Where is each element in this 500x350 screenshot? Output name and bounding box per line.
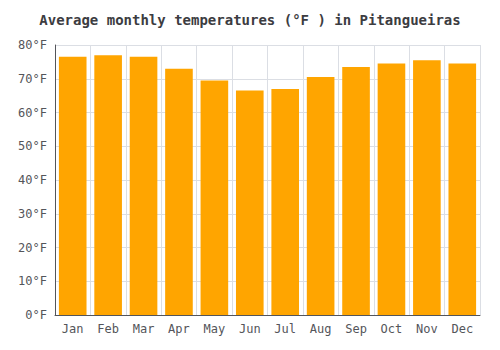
svg-text:60°F: 60°F: [18, 106, 47, 120]
svg-text:40°F: 40°F: [18, 173, 47, 187]
svg-text:70°F: 70°F: [18, 72, 47, 86]
svg-text:20°F: 20°F: [18, 241, 47, 255]
svg-text:Average monthly temperatures (: Average monthly temperatures (°F ) in Pi…: [39, 12, 460, 28]
svg-text:Sep: Sep: [345, 322, 367, 336]
svg-text:Nov: Nov: [416, 322, 438, 336]
svg-text:Apr: Apr: [168, 322, 190, 336]
svg-text:Dec: Dec: [451, 322, 473, 336]
svg-text:Feb: Feb: [97, 322, 119, 336]
svg-text:Oct: Oct: [381, 322, 403, 336]
svg-text:Mar: Mar: [133, 322, 155, 336]
svg-text:50°F: 50°F: [18, 139, 47, 153]
svg-text:0°F: 0°F: [25, 308, 47, 322]
svg-text:Jan: Jan: [62, 322, 84, 336]
svg-text:10°F: 10°F: [18, 274, 47, 288]
svg-text:Jul: Jul: [274, 322, 296, 336]
svg-text:80°F: 80°F: [18, 38, 47, 52]
svg-text:May: May: [204, 322, 226, 336]
svg-text:Aug: Aug: [310, 322, 332, 336]
svg-text:30°F: 30°F: [18, 207, 47, 221]
svg-text:Jun: Jun: [239, 322, 261, 336]
